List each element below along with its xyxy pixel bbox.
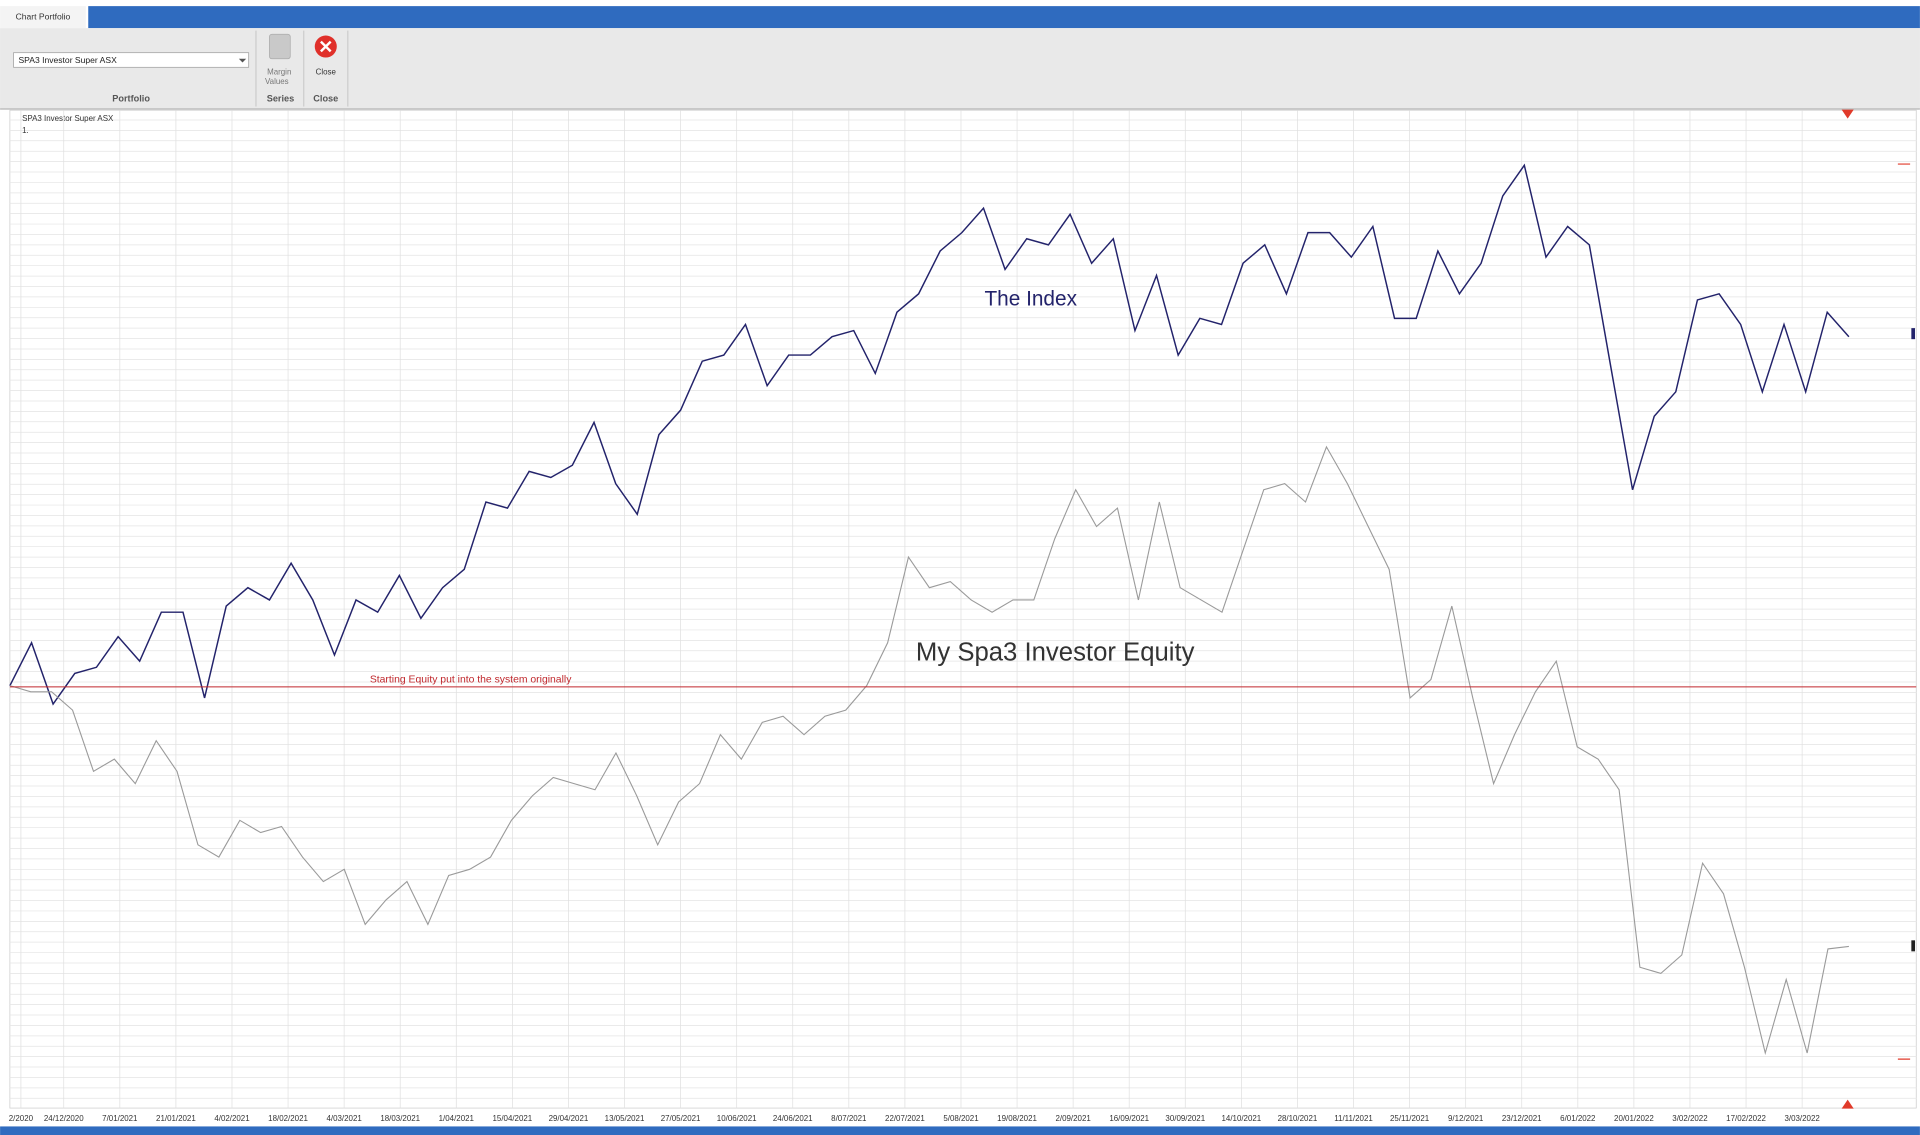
x-tick-label: 9/12/2021 xyxy=(1448,1114,1484,1123)
x-tick-label: 19/08/2021 xyxy=(997,1114,1037,1123)
chart-subtitle: 1. xyxy=(22,126,29,135)
right-marker xyxy=(1911,328,1916,340)
x-tick-label: 24/12/2020 xyxy=(44,1114,84,1123)
x-tick-label: 21/01/2021 xyxy=(156,1114,196,1123)
x-tick-label: 15/04/2021 xyxy=(492,1114,532,1123)
x-tick-label: 5/08/2021 xyxy=(943,1114,979,1123)
x-tick-label: 20/01/2022 xyxy=(1614,1114,1654,1123)
x-tick-label: 11/11/2021 xyxy=(1334,1114,1373,1123)
close-cross xyxy=(320,40,332,53)
horizontal-grid xyxy=(9,119,1917,1099)
series-line xyxy=(9,163,1850,706)
chart-title: SPA3 Investor Super ASX xyxy=(22,114,114,123)
select-value: SPA3 Investor Super ASX xyxy=(18,55,117,65)
x-tick-label: 14/10/2021 xyxy=(1221,1114,1261,1123)
x-tick-label: 3/02/2022 xyxy=(1672,1114,1708,1123)
button-label: Margin xyxy=(267,67,291,76)
x-tick-label: 3/03/2022 xyxy=(1784,1114,1820,1123)
reference-label: Starting Equity put into the system orig… xyxy=(370,674,572,685)
x-tick-label: 16/09/2021 xyxy=(1109,1114,1149,1123)
series-line xyxy=(9,445,1849,1056)
x-tick-label: 10/06/2021 xyxy=(717,1114,757,1123)
portfolio-select[interactable] xyxy=(13,52,250,68)
x-tick-label: 23/12/2021 xyxy=(1502,1114,1542,1123)
x-tick-label: 8/07/2021 xyxy=(831,1114,867,1123)
group-label: Portfolio xyxy=(112,94,150,104)
margin-icon[interactable] xyxy=(269,33,291,60)
x-tick-label: 7/01/2021 xyxy=(102,1114,138,1123)
right-markers xyxy=(1841,109,1911,1109)
x-tick-label: 17/02/2022 xyxy=(1726,1114,1766,1123)
series-annotation: My Spa3 Investor Equity xyxy=(916,639,1195,667)
x-tick-label: 18/02/2021 xyxy=(268,1114,308,1123)
x-tick-label: 24/06/2021 xyxy=(773,1114,813,1123)
x-tick-label: 6/01/2022 xyxy=(1560,1114,1596,1123)
right-marker xyxy=(1911,940,1916,952)
x-tick-label: 29/04/2021 xyxy=(549,1114,589,1123)
x-tick-label: 4/03/2021 xyxy=(326,1114,362,1123)
x-tick-label: 2/09/2021 xyxy=(1055,1114,1091,1123)
dropdown-arrow xyxy=(238,58,247,63)
x-tick-label: 28/10/2021 xyxy=(1278,1114,1318,1123)
x-tick-label: 27/05/2021 xyxy=(661,1114,701,1123)
x-tick-label: 1/04/2021 xyxy=(439,1114,475,1123)
x-tick-label: 13/05/2021 xyxy=(605,1114,645,1123)
tab[interactable] xyxy=(0,6,86,29)
button-label: Values xyxy=(265,77,289,86)
group-label: Close xyxy=(313,94,338,104)
group-label: Series xyxy=(267,94,295,104)
x-tick-label: 18/03/2021 xyxy=(380,1114,420,1123)
series-annotation: The Index xyxy=(984,287,1077,310)
x-tick-label: 4/02/2021 xyxy=(214,1114,250,1123)
x-tick-label: 25/11/2021 xyxy=(1390,1114,1430,1123)
button-label: Close xyxy=(316,67,337,76)
x-tick-label: 22/07/2021 xyxy=(885,1114,925,1123)
x-tick-label: 30/09/2021 xyxy=(1165,1114,1205,1123)
status-bar xyxy=(0,1126,1920,1135)
x-tick-label: 2/2020 xyxy=(9,1114,34,1123)
tab-label: Chart Portfolio xyxy=(16,11,71,21)
tab-bar xyxy=(88,6,1920,29)
